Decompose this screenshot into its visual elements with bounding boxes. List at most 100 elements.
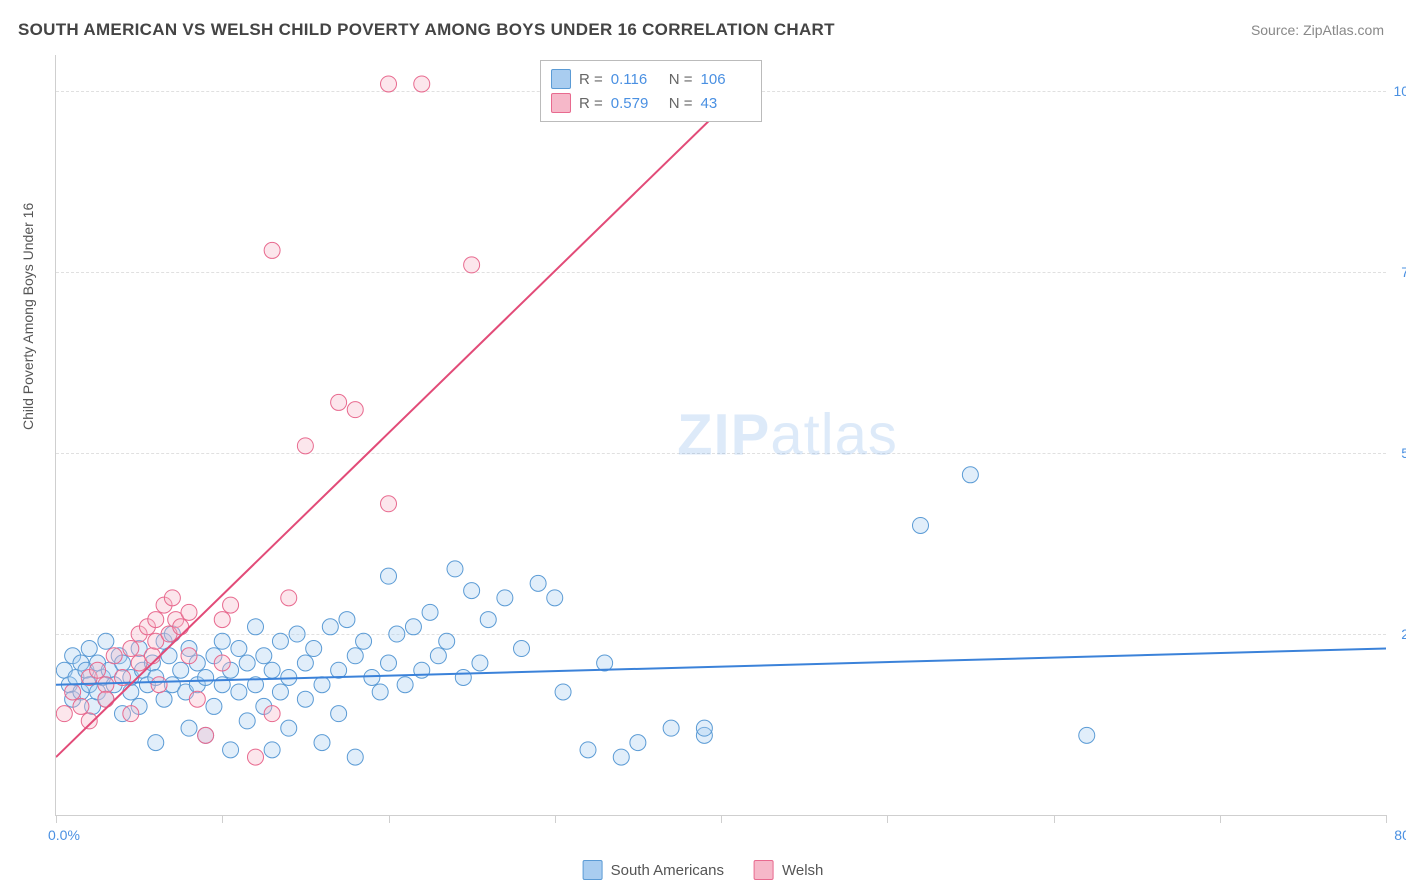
stat-N-val-0: 106 (701, 71, 751, 88)
x-tick (1386, 815, 1387, 823)
scatter-point (181, 604, 197, 620)
regression-line (56, 649, 1386, 685)
plot-area: ZIPatlas 25.0%50.0%75.0%100.0%0.0%80.0% (55, 55, 1386, 816)
scatter-point (198, 669, 214, 685)
stats-box: R = 0.116 N = 106 R = 0.579 N = 43 (540, 60, 762, 122)
stats-row-series-1: R = 0.579 N = 43 (551, 91, 751, 115)
scatter-point (1079, 727, 1095, 743)
stat-R-val-0: 0.116 (611, 71, 661, 88)
scatter-point (339, 612, 355, 628)
x-tick (1220, 815, 1221, 823)
scatter-point (106, 648, 122, 664)
scatter-point (148, 735, 164, 751)
scatter-point (405, 619, 421, 635)
scatter-point (613, 749, 629, 765)
scatter-point (464, 257, 480, 273)
scatter-point (322, 619, 338, 635)
scatter-point (381, 568, 397, 584)
scatter-point (144, 648, 160, 664)
x-tick (222, 815, 223, 823)
scatter-point (281, 590, 297, 606)
x-tick (56, 815, 57, 823)
scatter-point (98, 677, 114, 693)
scatter-point (630, 735, 646, 751)
scatter-point (913, 517, 929, 533)
scatter-point (372, 684, 388, 700)
scatter-point (297, 691, 313, 707)
x-tick (887, 815, 888, 823)
bottom-legend: South Americans Welsh (583, 860, 824, 880)
scatter-point (381, 496, 397, 512)
scatter-point (331, 394, 347, 410)
x-tick-label: 0.0% (48, 827, 80, 843)
y-tick-label: 75.0% (1391, 264, 1406, 280)
scatter-point (56, 706, 72, 722)
legend-swatch-1 (754, 860, 774, 880)
scatter-point (256, 648, 272, 664)
scatter-point (173, 662, 189, 678)
x-tick-label: 80.0% (1394, 827, 1406, 843)
scatter-point (381, 76, 397, 92)
scatter-point (272, 633, 288, 649)
scatter-point (214, 612, 230, 628)
source-label: Source: ZipAtlas.com (1251, 22, 1384, 38)
x-tick (389, 815, 390, 823)
scatter-point (223, 742, 239, 758)
scatter-point (248, 749, 264, 765)
scatter-point (231, 684, 247, 700)
scatter-point (306, 641, 322, 657)
scatter-point (464, 583, 480, 599)
scatter-point (173, 619, 189, 635)
scatter-point (962, 467, 978, 483)
scatter-point (547, 590, 563, 606)
scatter-point (289, 626, 305, 642)
x-tick (721, 815, 722, 823)
stat-N-label: N = (669, 95, 693, 112)
scatter-svg (56, 55, 1386, 815)
stat-N-label: N = (669, 71, 693, 88)
y-tick-label: 50.0% (1391, 445, 1406, 461)
scatter-point (314, 677, 330, 693)
stat-R-val-1: 0.579 (611, 95, 661, 112)
scatter-point (696, 720, 712, 736)
stats-row-series-0: R = 0.116 N = 106 (551, 67, 751, 91)
scatter-point (272, 684, 288, 700)
scatter-point (123, 641, 139, 657)
scatter-point (297, 438, 313, 454)
scatter-point (264, 706, 280, 722)
scatter-point (231, 641, 247, 657)
scatter-point (663, 720, 679, 736)
scatter-point (530, 575, 546, 591)
y-tick-label: 100.0% (1391, 83, 1406, 99)
scatter-point (264, 742, 280, 758)
scatter-point (123, 706, 139, 722)
scatter-point (264, 242, 280, 258)
scatter-point (447, 561, 463, 577)
scatter-point (480, 612, 496, 628)
scatter-point (389, 626, 405, 642)
scatter-point (331, 706, 347, 722)
swatch-series-0 (551, 69, 571, 89)
scatter-point (81, 713, 97, 729)
scatter-point (297, 655, 313, 671)
scatter-point (455, 669, 471, 685)
legend-swatch-0 (583, 860, 603, 880)
scatter-point (90, 662, 106, 678)
scatter-point (422, 604, 438, 620)
y-axis-title: Child Poverty Among Boys Under 16 (20, 203, 36, 430)
scatter-point (98, 691, 114, 707)
scatter-point (161, 648, 177, 664)
scatter-point (347, 402, 363, 418)
scatter-point (347, 749, 363, 765)
scatter-point (397, 677, 413, 693)
stat-R-label: R = (579, 71, 603, 88)
scatter-point (65, 684, 81, 700)
scatter-point (151, 677, 167, 693)
scatter-point (248, 619, 264, 635)
y-tick-label: 25.0% (1391, 626, 1406, 642)
legend-label-1: Welsh (782, 862, 823, 879)
scatter-point (414, 76, 430, 92)
scatter-point (264, 662, 280, 678)
scatter-point (98, 633, 114, 649)
scatter-point (206, 698, 222, 714)
